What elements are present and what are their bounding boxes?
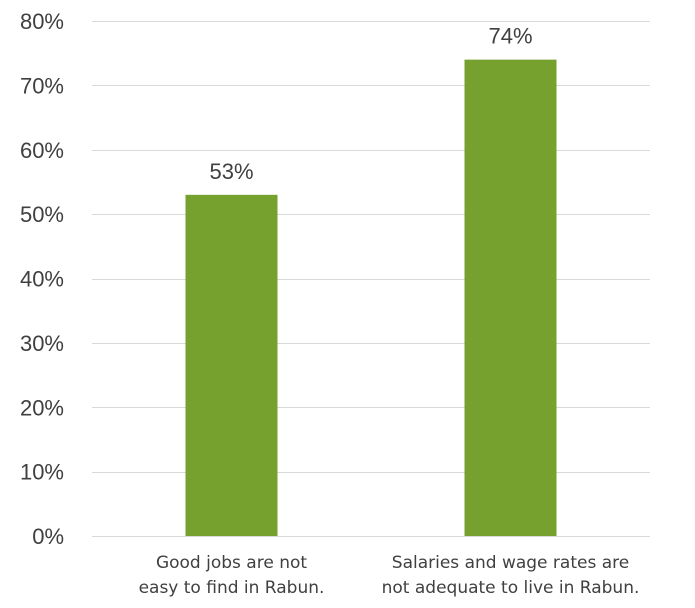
- y-tick-label: 60%: [20, 138, 64, 163]
- y-axis-tick-labels: 0% 10% 20% 30% 40% 50% 60% 70% 80%: [20, 9, 64, 549]
- category-label: Good jobs are not: [156, 553, 307, 573]
- bar: [185, 194, 278, 536]
- y-tick-label: 40%: [20, 267, 64, 292]
- category-label: not adequate to live in Rabun.: [382, 578, 640, 598]
- y-tick-label: 80%: [20, 9, 64, 34]
- gridlines: [92, 21, 650, 537]
- category-labels: Good jobs are not easy to find in Rabun. S…: [139, 553, 640, 598]
- data-label: 53%: [209, 159, 253, 184]
- category-label: easy to find in Rabun.: [139, 578, 325, 598]
- y-tick-label: 20%: [20, 395, 64, 420]
- data-label: 74%: [488, 24, 532, 49]
- bar: [464, 59, 557, 536]
- y-tick-label: 30%: [20, 331, 64, 356]
- data-labels: 53% 74%: [209, 24, 532, 184]
- y-tick-label: 70%: [20, 73, 64, 98]
- y-tick-label: 0%: [32, 524, 64, 549]
- category-label: Salaries and wage rates are: [392, 553, 629, 573]
- y-tick-label: 50%: [20, 202, 64, 227]
- bars: [185, 59, 557, 536]
- y-tick-label: 10%: [20, 460, 64, 485]
